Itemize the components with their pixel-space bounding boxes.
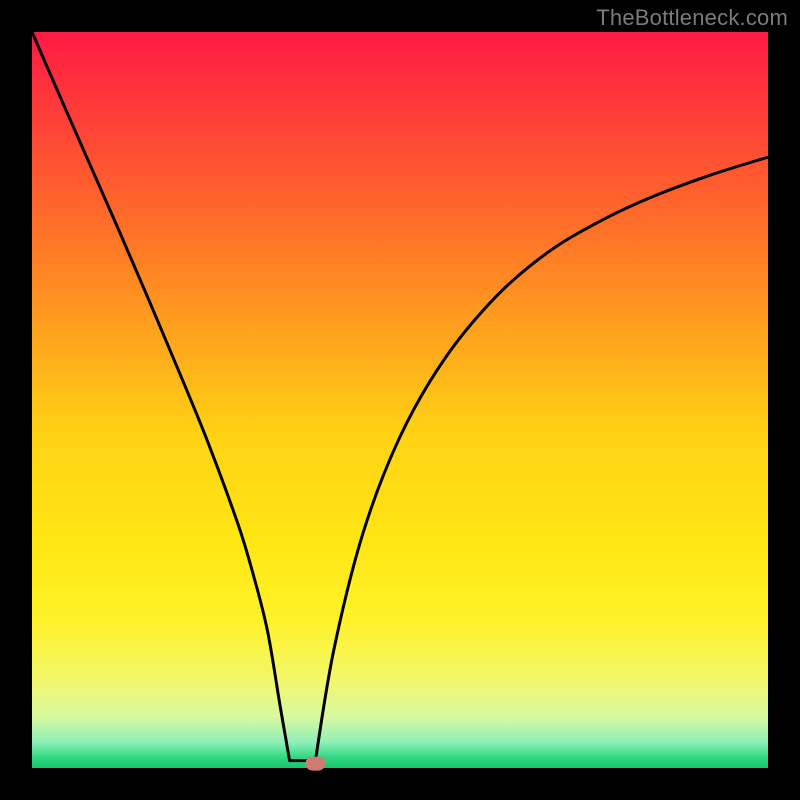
watermark-text: TheBottleneck.com <box>596 5 788 31</box>
optimal-point-marker <box>305 757 325 771</box>
chart-frame: TheBottleneck.com <box>0 0 800 800</box>
chart-svg <box>0 0 800 800</box>
plot-background <box>32 32 768 768</box>
